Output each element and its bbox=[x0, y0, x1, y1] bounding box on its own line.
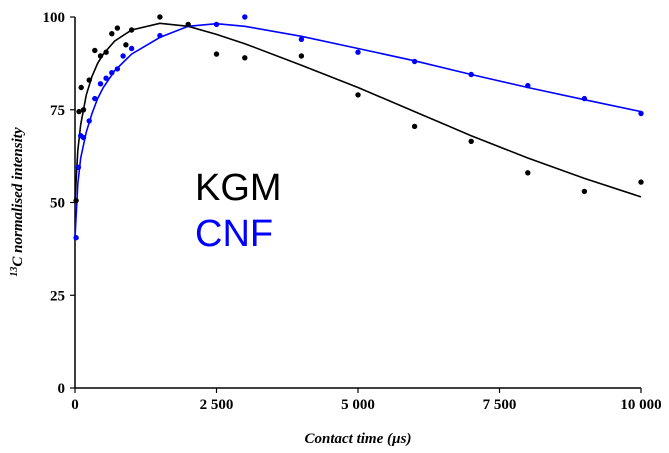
axes bbox=[74, 17, 641, 389]
data-point-cnf bbox=[80, 134, 87, 141]
data-point-kgm bbox=[114, 25, 121, 31]
data-point-cnf bbox=[120, 53, 126, 59]
data-point-cnf bbox=[97, 81, 104, 87]
data-point-kgm bbox=[92, 47, 98, 54]
data-point-cnf bbox=[73, 235, 79, 241]
data-point-cnf bbox=[75, 164, 82, 170]
data-point-kgm bbox=[103, 49, 109, 55]
data-point-kgm bbox=[123, 42, 129, 48]
data-point-cnf bbox=[638, 110, 644, 117]
x-tick-label: 5 000 bbox=[341, 397, 375, 413]
data-point-kgm bbox=[411, 123, 418, 130]
data-point-kgm bbox=[128, 27, 135, 33]
data-point-kgm bbox=[355, 92, 361, 98]
legend: KGM CNF bbox=[195, 167, 282, 255]
legend-label-kgm: KGM bbox=[195, 167, 282, 209]
data-point-cnf bbox=[109, 70, 115, 76]
y-tick-label: 75 bbox=[50, 103, 65, 119]
data-point-cnf bbox=[114, 66, 121, 72]
data-point-cnf bbox=[157, 32, 163, 39]
legend-label-cnf: CNF bbox=[195, 213, 273, 255]
data-point-cnf bbox=[242, 14, 248, 20]
y-axis-title-superscript: 13 bbox=[9, 267, 20, 277]
data-point-cnf bbox=[525, 82, 531, 89]
data-point-kgm bbox=[76, 108, 82, 115]
data-point-cnf bbox=[411, 58, 418, 65]
data-point-cnf bbox=[92, 95, 98, 102]
fit-line-kgm bbox=[74, 22, 642, 201]
data-point-kgm bbox=[185, 21, 191, 28]
fit-lines bbox=[74, 22, 642, 238]
data-point-kgm bbox=[86, 77, 92, 83]
x-tick-label: 2 500 bbox=[200, 397, 234, 413]
data-point-kgm bbox=[213, 51, 220, 57]
x-tick-label: 0 bbox=[71, 397, 79, 413]
data-point-kgm bbox=[109, 31, 115, 37]
data-point-cnf bbox=[468, 71, 474, 78]
y-axis-title: 13C normalised intensity bbox=[9, 127, 26, 277]
y-tick-label: 25 bbox=[50, 288, 65, 304]
data-point-kgm bbox=[468, 138, 474, 144]
x-ticks: 0 2 500 5 000 7 500 10 000 bbox=[71, 388, 662, 413]
x-tick-label: 7 500 bbox=[483, 397, 517, 413]
y-axis-title-text: C normalised intensity bbox=[10, 127, 26, 267]
data-point-kgm bbox=[525, 170, 531, 176]
data-point-cnf bbox=[213, 21, 220, 28]
fit-line-cnf bbox=[74, 22, 642, 238]
data-point-kgm bbox=[80, 107, 87, 113]
x-axis-title: Contact time (µs) bbox=[305, 431, 412, 447]
data-point-kgm bbox=[97, 53, 104, 59]
y-tick-label: 100 bbox=[43, 10, 66, 26]
data-point-cnf bbox=[128, 45, 135, 52]
data-point-kgm bbox=[638, 179, 644, 185]
data-point-cnf bbox=[298, 36, 305, 42]
data-point-cnf bbox=[355, 49, 361, 55]
data-point-kgm bbox=[157, 14, 163, 20]
data-point-kgm bbox=[73, 197, 79, 204]
data-point-kgm bbox=[78, 84, 84, 91]
x-tick-label: 10 000 bbox=[620, 397, 661, 413]
markers bbox=[73, 14, 644, 241]
data-point-kgm bbox=[581, 188, 588, 195]
y-tick-label: 50 bbox=[50, 196, 65, 212]
data-point-cnf bbox=[581, 95, 588, 102]
data-point-kgm bbox=[242, 55, 248, 61]
data-point-cnf bbox=[86, 118, 92, 124]
data-point-kgm bbox=[298, 53, 305, 59]
data-point-cnf bbox=[103, 75, 109, 81]
y-ticks: 0 25 50 75 100 bbox=[43, 10, 75, 397]
y-tick-label: 0 bbox=[58, 381, 66, 397]
